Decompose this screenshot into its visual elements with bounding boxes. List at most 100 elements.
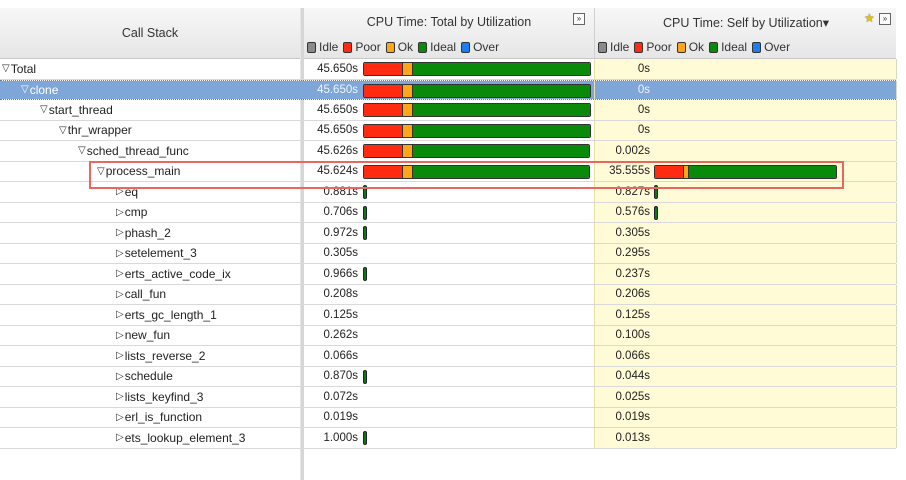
cpu-total-cell: 0.870s	[304, 366, 594, 386]
bar-segment-poor	[364, 145, 402, 157]
expand-triangle-icon[interactable]: ▷	[116, 309, 124, 321]
call-stack-cell[interactable]: ▽ Total	[0, 59, 302, 79]
call-stack-cell[interactable]: ▷ new_fun	[0, 326, 416, 346]
cpu-self-value: 0.206s	[615, 288, 650, 301]
expand-triangle-icon[interactable]: ▷	[116, 268, 124, 280]
table-row[interactable]: ▷ erts_gc_length_1 0.125s 0.125s	[0, 305, 897, 326]
utilization-bar-ideal-sliver	[363, 369, 367, 384]
column-header-cpu-total[interactable]: CPU Time: Total by Utilization » Idle Poo…	[304, 8, 594, 58]
legend-swatch-over-icon	[461, 41, 471, 53]
table-row[interactable]: ▷ call_fun 0.208s 0.206s	[0, 284, 897, 305]
legend-item-idle: Idle	[307, 40, 338, 54]
legend-swatch-poor-icon	[634, 41, 644, 53]
expand-column-icon[interactable]: »	[573, 13, 585, 25]
bar-segment-poor	[364, 84, 402, 97]
call-stack-cell[interactable]: ▽ sched_thread_func	[0, 141, 378, 161]
expand-triangle-icon[interactable]: ▷	[116, 227, 124, 239]
expand-column-icon[interactable]: »	[879, 13, 891, 25]
sort-descending-icon[interactable]: ▾	[822, 16, 830, 30]
call-stack-cell[interactable]: ▽ start_thread	[0, 100, 340, 120]
table-row[interactable]: ▷ cmp 0.706s 0.576s	[0, 202, 897, 223]
cpu-total-cell: 45.650s	[304, 120, 594, 140]
call-stack-cell[interactable]: ▷ schedule	[0, 367, 416, 387]
cpu-total-value: 0.972s	[323, 226, 358, 239]
utilization-legend-self: Idle Poor Ok Ideal Over	[598, 40, 791, 54]
bar-segment-poor	[364, 63, 402, 75]
legend-label: Idle	[610, 40, 630, 54]
bar-segment-ideal	[412, 124, 590, 137]
bar-segment-ok	[683, 165, 688, 178]
call-stack-cell[interactable]: ▽ clone	[0, 80, 321, 99]
call-stack-cell[interactable]: ▽ thr_wrapper	[0, 121, 359, 141]
call-stack-cell[interactable]: ▷ erts_active_code_ix	[0, 264, 416, 284]
legend-item-ideal: Ideal	[709, 40, 747, 54]
legend-swatch-ok-icon	[676, 41, 686, 53]
call-stack-cell[interactable]: ▷ ets_lookup_element_3	[0, 428, 416, 448]
collapse-triangle-icon[interactable]: ▽	[97, 165, 105, 177]
cpu-self-cell: 0.013s	[594, 428, 897, 448]
table-row[interactable]: ▷ erts_active_code_ix 0.966s 0.237s	[0, 264, 897, 285]
cpu-total-cell: 45.650s	[304, 59, 594, 79]
table-row[interactable]: ▽ start_thread 45.650s 0s	[0, 100, 897, 121]
table-row[interactable]: ▽ sched_thread_func 45.626s 0.002s	[0, 141, 897, 162]
call-stack-cell[interactable]: ▷ lists_reverse_2	[0, 346, 416, 366]
expand-triangle-icon[interactable]: ▷	[116, 432, 124, 444]
expand-triangle-icon[interactable]: ▷	[116, 350, 124, 362]
collapse-triangle-icon[interactable]: ▽	[78, 145, 86, 157]
call-stack-cell[interactable]: ▷ erts_gc_length_1	[0, 305, 416, 325]
call-stack-cell[interactable]: ▷ phash_2	[0, 223, 416, 243]
expand-triangle-icon[interactable]: ▷	[116, 329, 124, 341]
expand-triangle-icon[interactable]: ▷	[116, 186, 124, 198]
call-stack-cell[interactable]: ▷ erl_is_function	[0, 408, 416, 428]
cpu-self-cell: 0.019s	[594, 407, 897, 427]
cpu-total-cell: 0.262s	[304, 325, 594, 345]
column-header-call-stack[interactable]: Call Stack	[121, 26, 179, 40]
cpu-self-value: 0s	[637, 124, 650, 137]
table-row[interactable]: ▽ Total 45.650s 0s	[0, 59, 897, 80]
table-row[interactable]: ▷ setelement_3 0.305s 0.295s	[0, 243, 897, 264]
table-row[interactable]: ▷ lists_keyfind_3 0.072s 0.025s	[0, 387, 897, 408]
collapse-triangle-icon[interactable]: ▽	[40, 104, 48, 116]
call-stack-cell[interactable]: ▽ process_main	[0, 162, 397, 182]
cpu-self-cell: 0.125s	[594, 305, 897, 325]
legend-label: Over	[764, 40, 791, 54]
call-stack-cell[interactable]: ▷ lists_keyfind_3	[0, 387, 416, 407]
table-row[interactable]: ▷ schedule 0.870s 0.044s	[0, 366, 897, 387]
table-row[interactable]: ▷ phash_2 0.972s 0.305s	[0, 223, 897, 244]
expand-triangle-icon[interactable]: ▷	[116, 206, 124, 218]
call-stack-cell[interactable]: ▷ call_fun	[0, 285, 416, 305]
expand-triangle-icon[interactable]: ▷	[116, 370, 124, 382]
grid-header: Call Stack CPU Time: Total by Utilizatio…	[0, 8, 896, 59]
table-row[interactable]: ▷ eq 0.881s 0.827s	[0, 182, 897, 203]
cpu-self-value: 0s	[637, 62, 650, 75]
collapse-triangle-icon[interactable]: ▽	[21, 84, 29, 96]
cpu-self-value: 0.295s	[615, 247, 650, 260]
table-row[interactable]: ▷ erl_is_function 0.019s 0.019s	[0, 407, 897, 428]
table-row[interactable]: ▽ thr_wrapper 45.650s 0s	[0, 120, 897, 141]
legend-label: Ok	[688, 40, 705, 54]
table-row[interactable]: ▷ ets_lookup_element_3 1.000s 0.013s	[0, 428, 897, 449]
column-header-cpu-self[interactable]: CPU Time: Self by Utilization▾ ★ » Idle P…	[594, 8, 897, 58]
cpu-self-title: CPU Time: Self by Utilization▾	[595, 15, 897, 30]
table-row[interactable]: ▷ new_fun 0.262s 0.100s	[0, 325, 897, 346]
expand-triangle-icon[interactable]: ▷	[116, 247, 124, 259]
table-row[interactable]: ▷ lists_reverse_2 0.066s 0.066s	[0, 346, 897, 367]
expand-triangle-icon[interactable]: ▷	[116, 411, 124, 423]
cpu-total-cell: 0.966s	[304, 264, 594, 284]
utilization-bar-ideal-sliver	[654, 205, 658, 220]
utilization-bar-ideal-sliver	[363, 226, 367, 240]
call-stack-cell[interactable]: ▷ cmp	[0, 203, 416, 223]
cpu-total-cell: 45.650s	[304, 100, 594, 120]
collapse-triangle-icon[interactable]: ▽	[59, 124, 67, 136]
expand-triangle-icon[interactable]: ▷	[116, 391, 124, 403]
column-resize-handle[interactable]	[300, 8, 304, 480]
star-icon[interactable]: ★	[864, 11, 875, 25]
table-row[interactable]: ▽ process_main 45.624s 35.555s	[0, 161, 897, 182]
cpu-self-cell: 0.295s	[594, 243, 897, 263]
table-row[interactable]: ▽ clone 45.650s 0s	[0, 79, 897, 100]
cpu-total-cell: 0.972s	[304, 223, 594, 243]
legend-item-over: Over	[461, 40, 499, 54]
expand-triangle-icon[interactable]: ▷	[116, 288, 124, 300]
collapse-triangle-icon[interactable]: ▽	[2, 63, 10, 75]
call-stack-cell[interactable]: ▷ setelement_3	[0, 244, 416, 264]
